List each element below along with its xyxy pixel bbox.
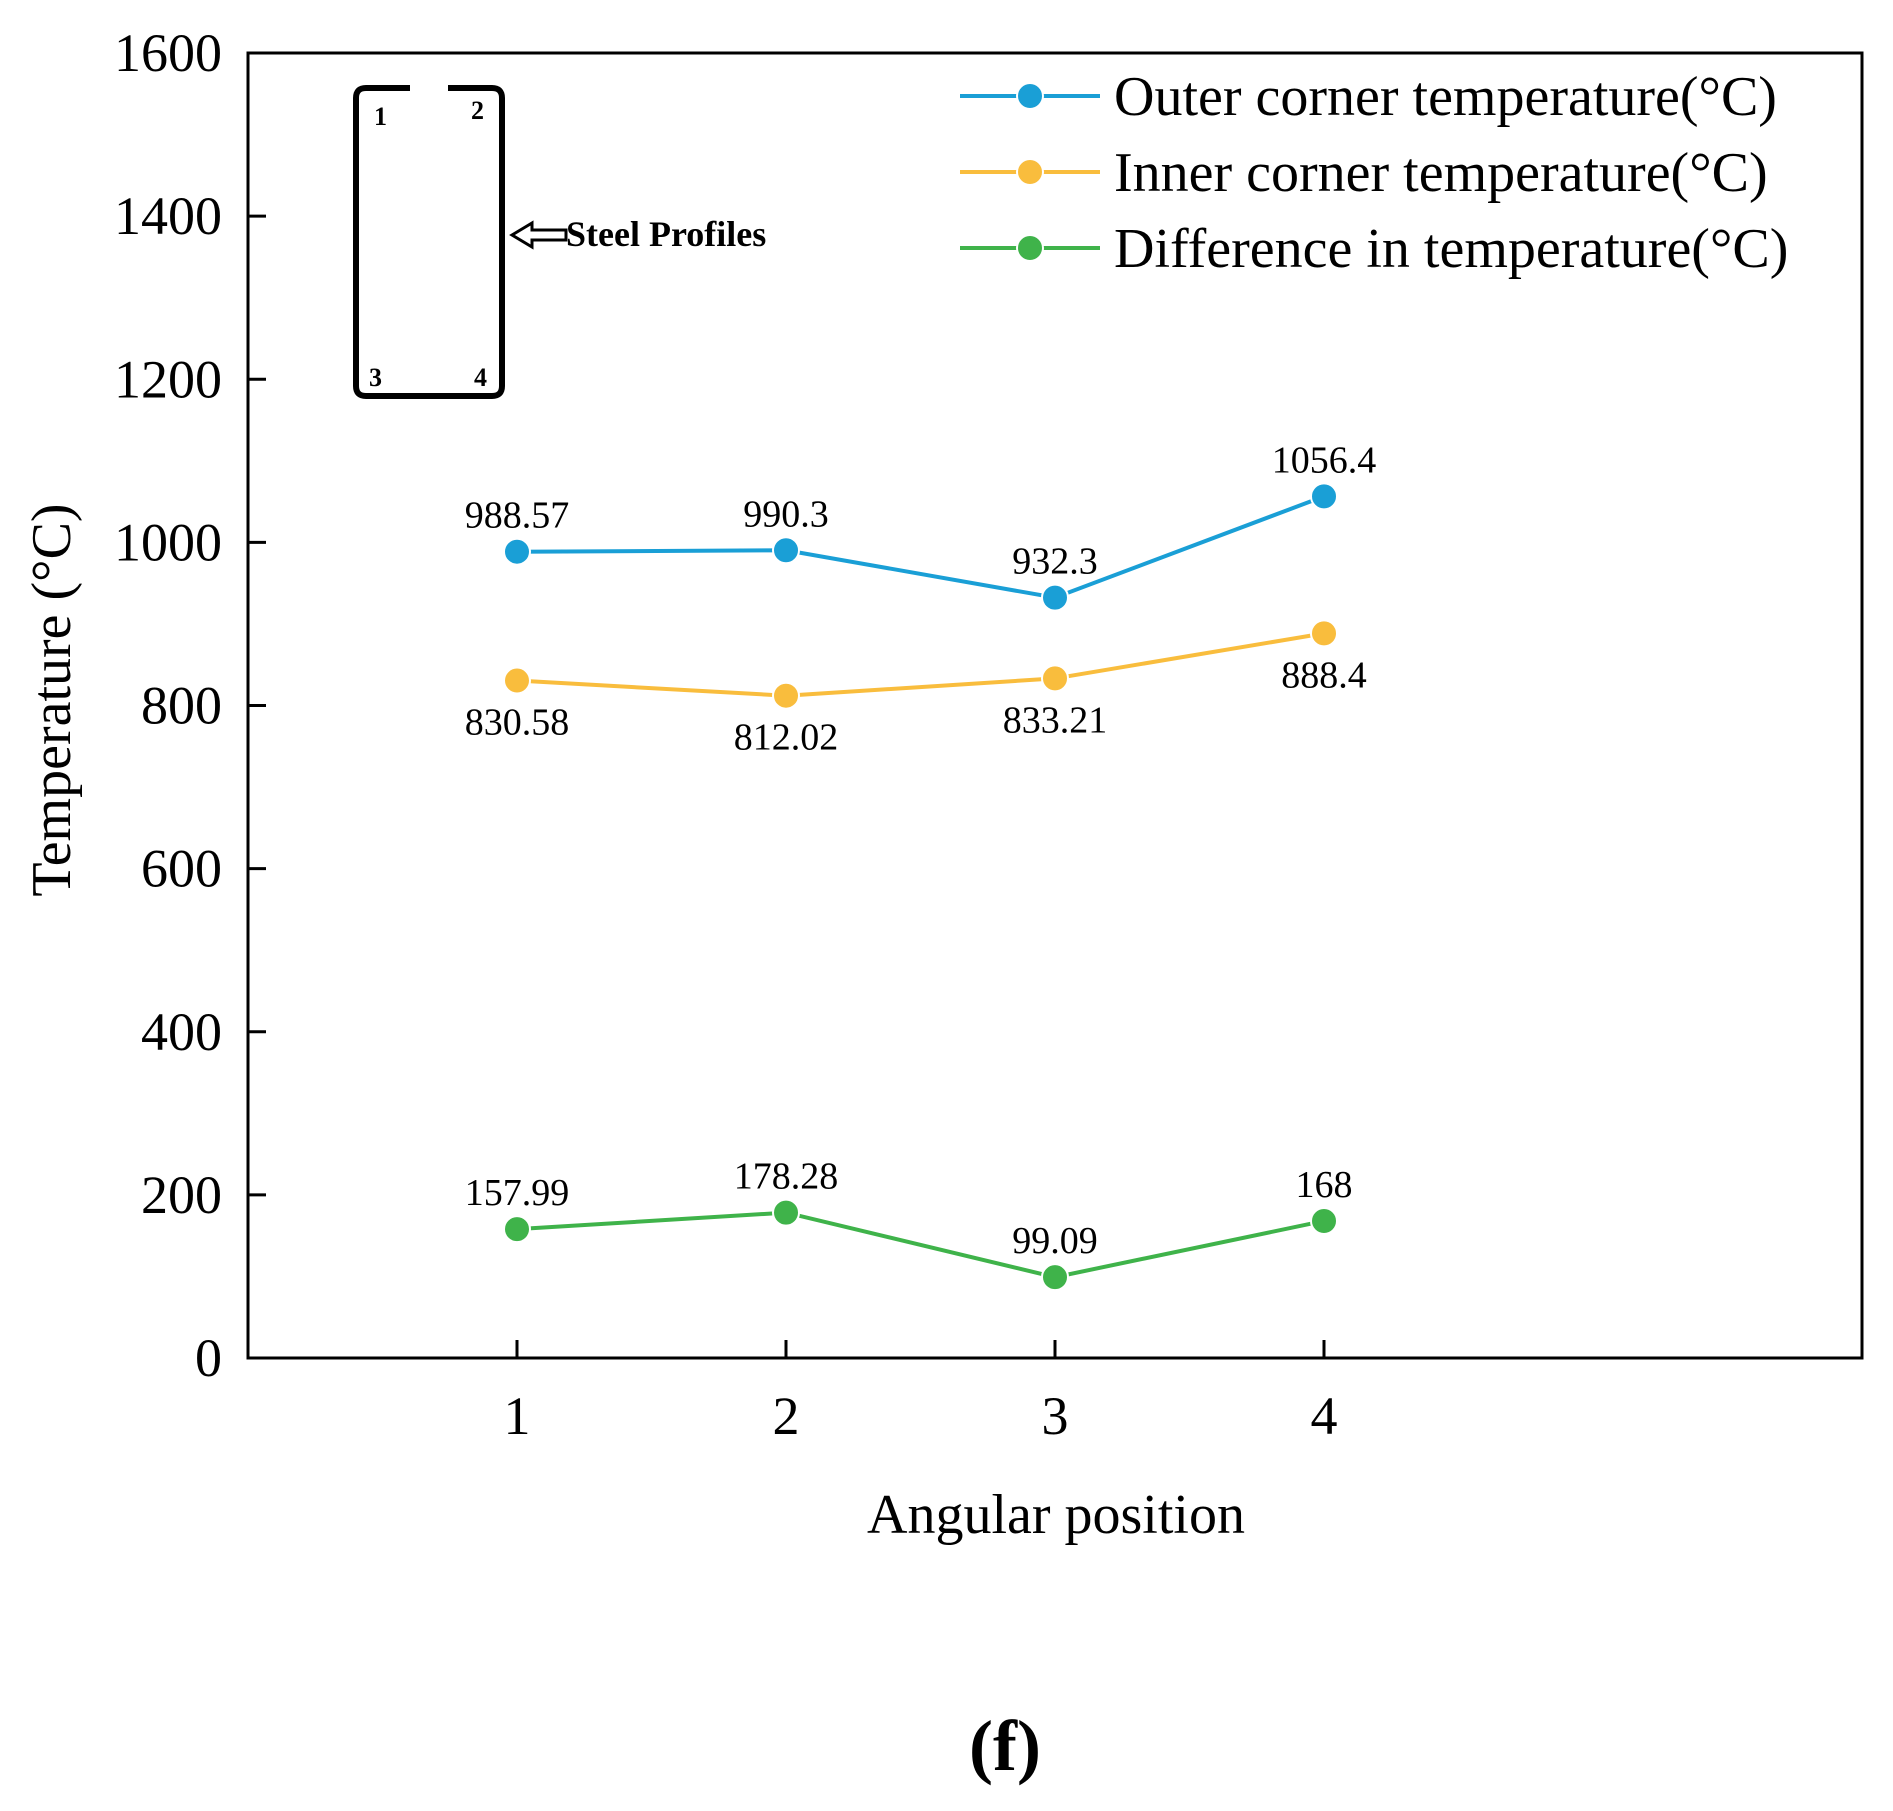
y-tick-label-1400: 1400 [114,186,222,246]
data-point-difference-in-temperature-1 [503,1215,531,1244]
data-point-inner-corner-temperature-1 [503,666,531,695]
legend-marker-outer-corner-temperature [1016,82,1044,110]
inset-corner-label-4: 4 [474,363,487,392]
inset-corner-label-3: 3 [369,363,382,392]
data-point-outer-corner-temperature-2 [772,536,800,565]
data-label-outer-corner-temperature-3: 932.3 [1012,541,1098,583]
data-label-inner-corner-temperature-1: 830.58 [465,702,570,744]
data-point-outer-corner-temperature-1 [503,537,531,566]
steel-profile-inset: 1 2 3 4 Steel Profiles [353,85,766,399]
data-label-difference-in-temperature-4: 168 [1296,1164,1353,1206]
data-label-inner-corner-temperature-4: 888.4 [1281,654,1367,696]
y-tick-label-1000: 1000 [114,512,222,572]
data-point-difference-in-temperature-3 [1041,1263,1069,1292]
legend-label-difference-in-temperature: Difference in temperature(°C) [1114,218,1788,280]
data-point-outer-corner-temperature-3 [1041,583,1069,612]
legend-marker-inner-corner-temperature [1016,158,1044,186]
data-label-outer-corner-temperature-1: 988.57 [465,495,570,537]
y-tick-label-400: 400 [141,1002,222,1062]
steel-profile-outline [353,85,505,399]
y-tick-label-600: 600 [141,839,222,899]
y-tick-label-200: 200 [141,1165,222,1225]
y-tick-label-0: 0 [195,1328,222,1388]
x-axis-title: Angular position [867,1484,1245,1546]
inset-title: Steel Profiles [566,214,766,254]
data-label-difference-in-temperature-1: 157.99 [465,1172,570,1214]
legend: Outer corner temperature(°C) Inner corner… [960,66,1788,280]
series-line-difference-in-temperature [516,1210,1325,1280]
y-axis-title: Temperature (°C) [21,503,83,896]
data-point-difference-in-temperature-4 [1310,1206,1338,1235]
legend-label-inner-corner-temperature: Inner corner temperature(°C) [1114,142,1768,204]
x-tick-label-1: 1 [504,1386,531,1446]
inset-corner-label-1: 1 [374,102,387,131]
series-group [503,482,1338,1292]
data-point-difference-in-temperature-2 [772,1198,800,1227]
data-point-inner-corner-temperature-4 [1310,619,1338,648]
data-labels: 988.57 990.3 932.3 1056.4 830.58 812.02 833.21… [465,439,1377,1262]
axes: 0 200 400 600 800 1000 1200 1400 1600 1 2 3 4 [114,23,1864,1446]
data-label-outer-corner-temperature-4: 1056.4 [1272,439,1377,481]
arrow-left-icon [509,220,568,250]
inset-corner-label-2: 2 [471,96,484,125]
data-point-inner-corner-temperature-2 [772,681,800,710]
series-line-outer-corner-temperature [516,494,1325,600]
data-label-difference-in-temperature-3: 99.09 [1012,1220,1098,1262]
data-label-inner-corner-temperature-3: 833.21 [1003,699,1108,741]
x-tick-label-4: 4 [1311,1386,1338,1446]
data-point-inner-corner-temperature-3 [1041,664,1069,693]
x-tick-label-3: 3 [1042,1386,1069,1446]
x-tick-label-2: 2 [773,1386,800,1446]
data-point-outer-corner-temperature-4 [1310,482,1338,511]
data-label-inner-corner-temperature-2: 812.02 [734,717,839,759]
y-tick-label-800: 800 [141,676,222,736]
legend-marker-difference-in-temperature [1016,234,1044,262]
y-tick-label-1200: 1200 [114,349,222,409]
data-label-difference-in-temperature-2: 178.28 [734,1156,839,1198]
panel-label: (f) [969,1706,1041,1786]
data-label-outer-corner-temperature-2: 990.3 [743,493,829,535]
legend-label-outer-corner-temperature: Outer corner temperature(°C) [1114,66,1777,128]
series-line-inner-corner-temperature [516,631,1325,698]
y-tick-label-1600: 1600 [114,23,222,83]
